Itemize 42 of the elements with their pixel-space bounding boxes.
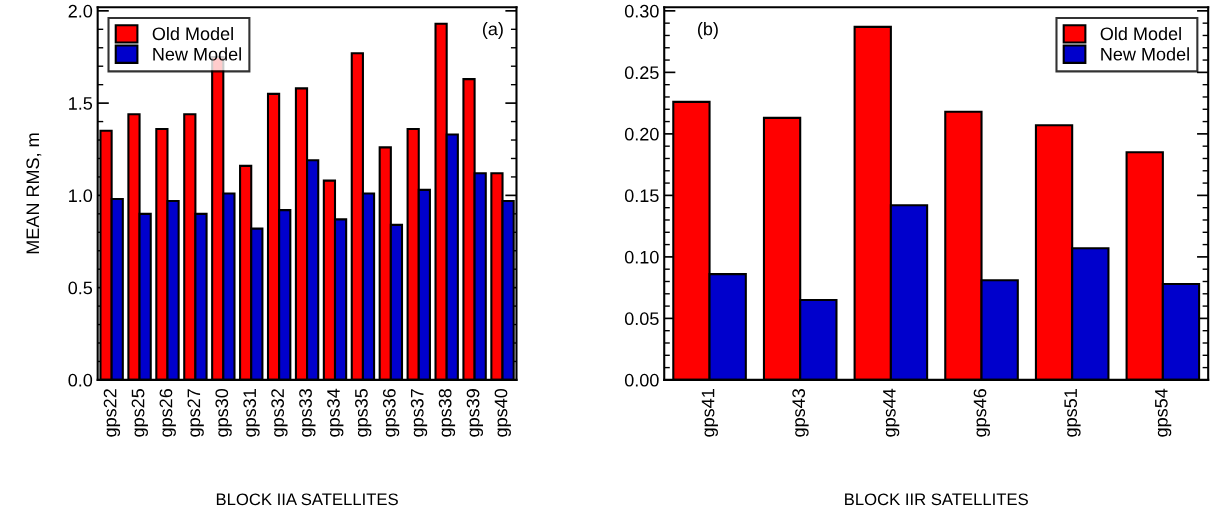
x-tick-label: gps34 [327, 388, 344, 437]
x-axis-title: BLOCK IIA SATELLITES [216, 493, 398, 506]
x-tick-label: gps35 [354, 388, 372, 437]
legend-label: New Model [153, 47, 241, 61]
y-tick-label: 0.0 [68, 373, 93, 387]
x-tick-label: gps54 [1155, 388, 1172, 437]
y-axis-title: MEAN RMS, m [26, 133, 42, 254]
y-tick-label: 2.0 [68, 4, 93, 18]
x-tick-label: gps22 [103, 389, 121, 437]
x-tick-label: gps39 [466, 389, 484, 437]
legend-label: Old Model [1100, 26, 1181, 41]
x-tick-label: gps32 [271, 389, 288, 437]
x-tick-label: gps30 [215, 388, 232, 437]
y-tick-label: 0.20 [624, 127, 659, 141]
annotation: (a) [482, 22, 503, 39]
x-tick-label: gps43 [792, 389, 809, 437]
x-tick-label: gps51 [1064, 389, 1081, 437]
x-tick-label: gps38 [438, 389, 456, 437]
x-tick-label: gps44 [883, 388, 900, 437]
legend-label: New Model [1101, 47, 1189, 61]
x-tick-label: gps26 [159, 389, 176, 437]
x-tick-label: gps31 [243, 389, 260, 437]
y-tick-label: 0.30 [624, 4, 659, 18]
y-tick-label: 0.5 [68, 281, 93, 295]
x-tick-label: gps37 [410, 389, 428, 437]
x-axis-title: BLOCK IIR SATELLITES [845, 493, 1028, 506]
y-tick-label: 0.15 [624, 189, 659, 203]
x-tick-label: gps33 [299, 389, 316, 437]
x-tick-label: gps36 [382, 389, 400, 437]
y-tick-label: 0.00 [624, 373, 659, 387]
x-tick-label: gps40 [494, 388, 511, 437]
y-tick-label: 0.10 [624, 250, 659, 264]
legend-label: Old Model [152, 26, 233, 41]
y-tick-label: 1.0 [69, 189, 93, 203]
x-tick-label: gps41 [701, 389, 718, 437]
x-tick-label: gps27 [187, 389, 204, 437]
x-tick-label: gps46 [973, 389, 990, 437]
y-tick-label: 0.25 [624, 66, 659, 80]
annotation: (b) [697, 22, 718, 39]
y-tick-label: 1.5 [69, 97, 93, 110]
x-tick-label: gps25 [131, 388, 148, 437]
y-tick-label: 0.05 [624, 312, 659, 326]
